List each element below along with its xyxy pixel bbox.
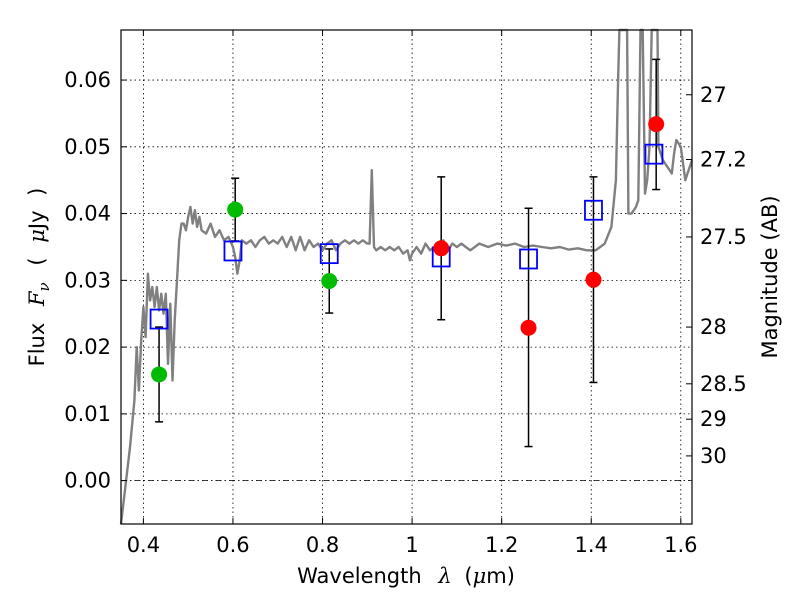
y2-axis-label: Magnitude (AB)	[758, 195, 782, 358]
model-square-point	[644, 143, 664, 165]
x-label-paren: (	[464, 564, 472, 588]
red-data-point	[585, 271, 602, 288]
x-tick-label: 0.8	[306, 533, 339, 557]
green-data-point	[151, 366, 168, 383]
y-label-open-paren: (	[25, 257, 49, 265]
observed-points	[151, 116, 665, 383]
green-data-point	[227, 201, 244, 218]
x-tick-label: 1.6	[664, 533, 697, 557]
x-label-lambda: λ	[437, 564, 451, 588]
red-data-point	[520, 319, 537, 336]
model-square-point	[223, 240, 243, 262]
y-label-unit: Jy	[25, 210, 49, 231]
y-axis-label: Flux Fν ( μJy )	[25, 188, 54, 367]
x-label-word: Wavelength	[297, 564, 422, 588]
y2-tick-label: 27.5	[700, 225, 747, 249]
grid	[121, 30, 692, 524]
y2-tick-label: 28.5	[700, 372, 747, 396]
y-tick-label: 0.06	[64, 68, 111, 92]
y2-tick-label: 29	[700, 407, 727, 431]
x-tick-label: 0.6	[216, 533, 249, 557]
x-label-mu: μ	[473, 564, 487, 588]
red-data-point	[433, 240, 450, 257]
y-label-mu: μ	[25, 229, 49, 243]
x-tick-label: 0.4	[127, 533, 160, 557]
y-tick-label: 0.01	[64, 402, 111, 426]
y2-tick-label: 28	[700, 315, 727, 339]
y2-tick-label: 27	[700, 83, 727, 107]
model-square-point	[519, 248, 538, 270]
model-square-point	[319, 243, 339, 265]
spectrum-line	[119, 28, 694, 525]
y-tick-label: 0.03	[64, 268, 111, 292]
y-tick-label: 0.05	[64, 135, 111, 159]
x-tick-label: 1	[405, 533, 418, 557]
model-square-point	[149, 308, 169, 330]
y-label-word: Flux	[25, 323, 49, 367]
y-tick-label: 0.02	[64, 335, 111, 359]
y-label-nu: ν	[35, 282, 53, 291]
red-data-point	[648, 116, 665, 133]
green-data-point	[321, 273, 338, 290]
y2-tick-label: 30	[700, 444, 727, 468]
spectrum	[119, 28, 694, 525]
x-axis-label: Wavelength λ (μm)	[297, 564, 515, 588]
ticks: 0.4 0.6 0.8 1 1.2 1.4 1.6 0.00 0.01 0.02 0.03 0.04 0…	[64, 30, 747, 557]
y-tick-label: 0.00	[64, 469, 111, 493]
model-squares	[149, 143, 664, 330]
plot-frame	[120, 29, 693, 525]
x-tick-label: 1.4	[575, 533, 608, 557]
y-tick-label: 0.04	[64, 202, 111, 226]
x-label-unit: m)	[486, 564, 515, 588]
model-square-point	[584, 199, 603, 221]
y2-tick-label: 27.2	[700, 148, 747, 172]
y-label-close-paren: )	[25, 188, 49, 196]
x-tick-label: 1.2	[485, 533, 518, 557]
y-label-F: F	[25, 290, 49, 307]
